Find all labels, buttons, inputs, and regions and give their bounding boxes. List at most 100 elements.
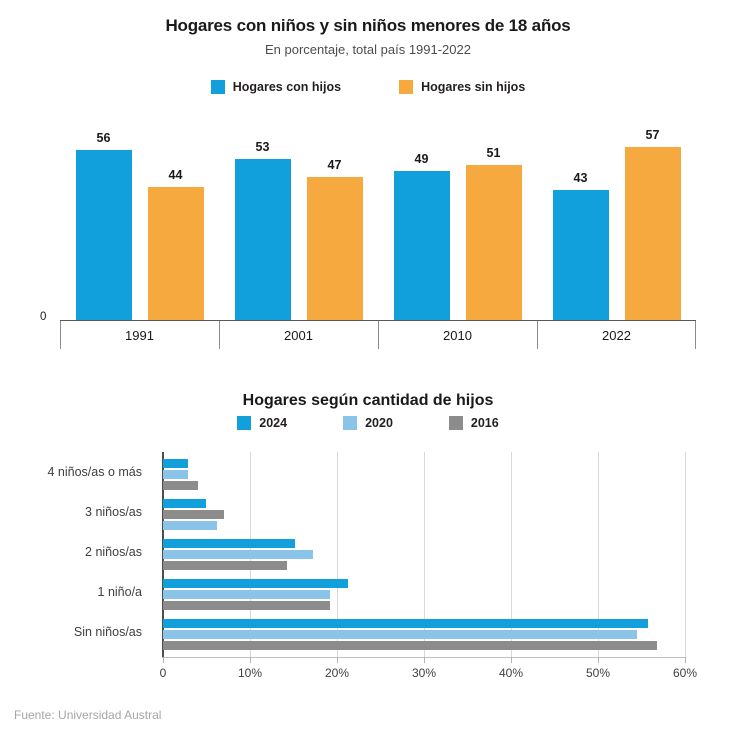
chart1-category-label: 2010 (443, 327, 472, 343)
chart2-bar-group (163, 612, 685, 652)
chart2-bar-rect[interactable] (163, 550, 313, 559)
chart1-bar-rect (552, 189, 609, 320)
chart1-bar-rect (75, 150, 132, 320)
chart2-x-tick (685, 657, 686, 663)
chart2-bar-rect[interactable] (163, 521, 217, 530)
chart1-category-cell: 1991 (60, 321, 219, 349)
chart2-bar-group (163, 572, 685, 612)
chart2-bar-rect[interactable] (163, 561, 288, 570)
chart2-category-label: Sin niños/as (73, 625, 142, 639)
chart2-plot-area (163, 452, 686, 657)
legend-swatch-2016 (448, 416, 463, 430)
chart1-plot-area: 56 44 53 47 49 51 43 57 (60, 110, 696, 320)
chart2-bar-rect[interactable] (163, 590, 331, 599)
chart2-gridline (337, 452, 338, 657)
chart1-legend: Hogares con hijos Hogares sin hijos (0, 80, 736, 94)
chart1-bar-group: 53 47 (219, 110, 378, 320)
chart1-bar[interactable]: 56 (75, 110, 132, 320)
chart1-category-label: 1991 (125, 327, 154, 343)
chart2-bar-rect[interactable] (163, 499, 206, 508)
chart2-x-tick-label: 0 (159, 666, 167, 680)
chart2-category-label: 4 niños/as o más (47, 465, 143, 479)
chart1-bar-value: 57 (645, 128, 660, 143)
chart1-tick-marks (60, 321, 696, 349)
chart2-bar-rect[interactable] (163, 579, 349, 588)
legend-swatch-orange (399, 80, 414, 94)
chart2-bar-rect[interactable] (163, 470, 189, 479)
legend-label: 2024 (259, 416, 288, 430)
chart1-bar-rect (147, 186, 204, 320)
chart1-category-labels: 1991 2001 2010 2022 (60, 321, 696, 349)
chart1-bar-rect (393, 171, 450, 320)
chart2-bar-rect[interactable] (163, 539, 296, 548)
chart2-x-tick-label: 30% (411, 666, 437, 680)
legend-swatch-2024 (237, 416, 252, 430)
legend-item-2016[interactable]: 2016 (448, 416, 499, 430)
legend-item-2020[interactable]: 2020 (343, 416, 393, 430)
chart1-bar[interactable]: 53 (234, 110, 291, 320)
chart2-gridline (598, 452, 599, 657)
chart1-bar-group: 43 57 (537, 110, 696, 320)
chart2-x-tick-label: 40% (498, 666, 524, 680)
chart2-bar-rect[interactable] (163, 641, 658, 650)
chart1-category-label: 2001 (284, 327, 313, 343)
chart1-tick (378, 321, 379, 349)
chart2-category-label: 2 niños/as (85, 545, 142, 559)
chart1-tick (219, 321, 220, 349)
chart2-x-tick (163, 657, 164, 663)
chart1-bar[interactable]: 49 (393, 110, 450, 320)
chart1-bar[interactable]: 43 (552, 110, 609, 320)
chart1-bar-value: 51 (486, 146, 501, 161)
chart1-bar[interactable]: 44 (147, 110, 204, 320)
chart2-x-tick (424, 657, 425, 663)
chart2-bar-rect[interactable] (163, 481, 198, 490)
chart2-x-tick (598, 657, 599, 663)
chart1-bar[interactable]: 51 (465, 110, 522, 320)
legend-label: Hogares con hijos (232, 80, 342, 94)
chart2-bar-group (163, 452, 685, 492)
chart1-tick (695, 321, 696, 349)
chart2-x-tick (337, 657, 338, 663)
chart2-x-tick (511, 657, 512, 663)
chart1-bar-value: 53 (255, 140, 270, 155)
chart2-bar-rect[interactable] (163, 459, 189, 468)
chart2-bar-rect[interactable] (163, 630, 638, 639)
chart2-x-tick-label: 60% (672, 666, 698, 680)
chart1-bar-value: 44 (168, 167, 183, 182)
chart1-category-cell: 2010 (378, 321, 537, 349)
legend-item-hogares-con-hijos[interactable]: Hogares con hijos (210, 80, 342, 94)
chart1-bar-group: 56 44 (60, 110, 219, 320)
chart1-bar-rect (306, 177, 363, 320)
chart1-bar-value: 47 (327, 158, 342, 173)
chart2-bar-rect[interactable] (163, 619, 648, 628)
legend-item-hogares-sin-hijos[interactable]: Hogares sin hijos (399, 80, 525, 94)
chart1-bar-value: 49 (414, 152, 429, 167)
chart1-bar-value: 43 (573, 170, 588, 185)
chart2-category-label: 1 niño/a (97, 585, 142, 599)
legend-item-2024[interactable]: 2024 (237, 416, 287, 430)
legend-label: Hogares sin hijos (421, 80, 526, 94)
legend-swatch-2020 (343, 416, 358, 430)
chart2-x-tick (250, 657, 251, 663)
chart2-category-labels: 4 niños/as o más 3 niños/as 2 niños/as 1 ni… (0, 452, 150, 657)
chart1-bar-value: 56 (96, 131, 111, 146)
legend-label: 2016 (470, 416, 499, 430)
chart1-zero-label: 0 (40, 311, 47, 323)
chart1-bar[interactable]: 57 (624, 110, 681, 320)
chart2-gridline (685, 452, 686, 657)
chart2-x-axis-line (162, 657, 685, 658)
chart2-x-tick-label: 10% (237, 666, 263, 680)
chart2-bar-group (163, 492, 685, 532)
chart1-tick (537, 321, 538, 349)
source-note: Fuente: Universidad Austral (14, 708, 162, 722)
chart2-bar-rect[interactable] (163, 510, 224, 519)
chart1-bar-rect (465, 165, 522, 320)
chart1-category-cell: 2001 (219, 321, 378, 349)
chart2-x-tick-label: 20% (324, 666, 350, 680)
chart2-title: Hogares según cantidad de hijos (242, 392, 494, 409)
chart2-gridline (424, 452, 425, 657)
chart1-bar[interactable]: 47 (306, 110, 363, 320)
chart2-bar-rect[interactable] (163, 601, 331, 610)
chart1-category-label: 2022 (602, 327, 631, 343)
legend-swatch-blue (210, 80, 225, 94)
